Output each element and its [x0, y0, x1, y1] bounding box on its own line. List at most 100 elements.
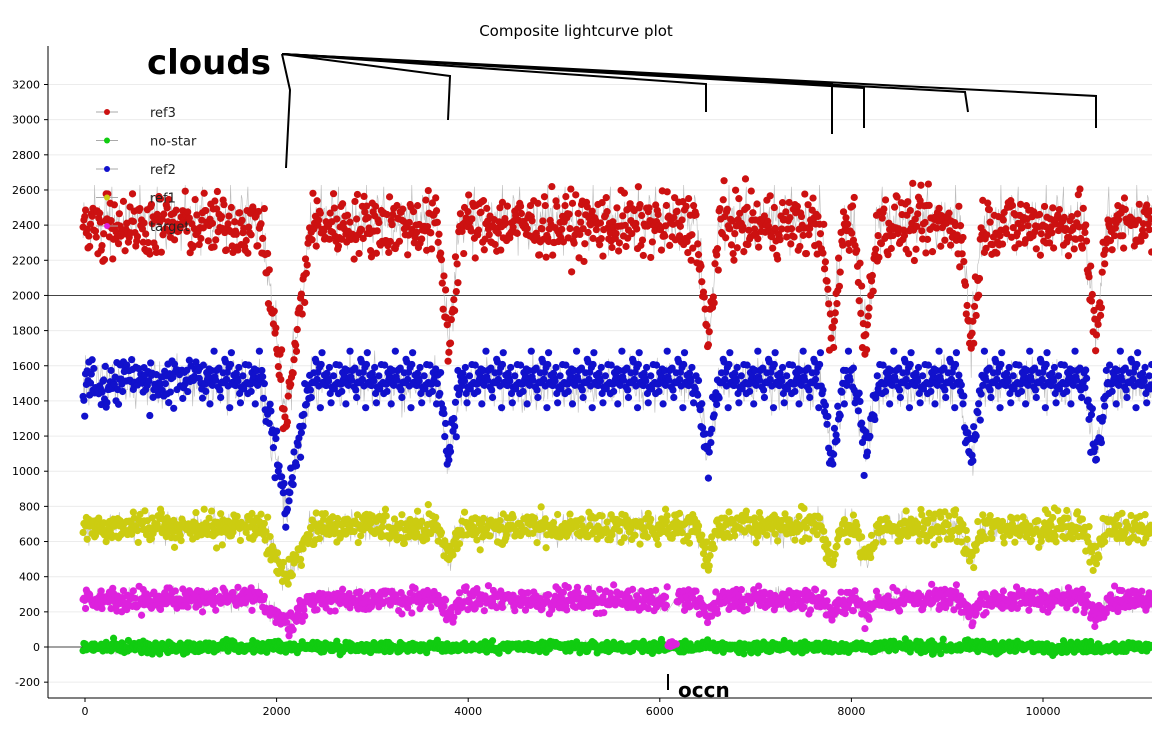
data-point	[769, 404, 778, 412]
data-point	[1072, 606, 1080, 614]
data-point	[398, 511, 406, 519]
data-point	[542, 544, 550, 552]
data-point	[398, 393, 406, 402]
data-point	[297, 561, 306, 570]
data-point	[631, 531, 639, 539]
data-point	[371, 363, 379, 372]
data-point	[706, 552, 714, 560]
data-point	[247, 387, 255, 396]
data-point	[530, 514, 539, 522]
data-point	[554, 510, 562, 519]
data-point	[941, 386, 949, 394]
data-point	[299, 422, 307, 430]
data-point	[288, 474, 296, 482]
data-point	[851, 587, 859, 595]
data-point	[266, 400, 274, 408]
data-point	[577, 515, 586, 523]
data-point	[928, 580, 936, 588]
data-point	[170, 543, 179, 551]
data-point	[652, 586, 660, 594]
data-point	[184, 603, 192, 611]
data-point	[114, 400, 123, 408]
data-point	[452, 433, 460, 441]
data-point	[620, 534, 628, 542]
data-point	[618, 347, 626, 355]
data-point	[372, 399, 380, 407]
data-point	[166, 388, 175, 396]
data-point	[1059, 637, 1068, 645]
data-point	[685, 539, 694, 547]
data-point	[198, 608, 207, 616]
data-point	[795, 400, 803, 408]
data-point	[338, 387, 346, 396]
data-point	[463, 399, 471, 407]
data-point	[248, 606, 256, 614]
data-point	[703, 636, 712, 644]
data-point	[259, 373, 267, 381]
data-point	[161, 379, 170, 388]
data-point	[537, 503, 545, 511]
data-point	[1052, 538, 1060, 546]
data-point	[418, 399, 426, 407]
data-point	[694, 522, 703, 530]
data-point	[661, 593, 670, 601]
data-point	[342, 400, 350, 408]
chart-title: Composite lightcurve plot	[479, 22, 673, 40]
data-point	[382, 512, 390, 520]
data-point	[236, 399, 245, 407]
data-point	[192, 509, 200, 517]
data-point	[1011, 538, 1019, 546]
data-point	[488, 386, 496, 394]
data-point	[854, 407, 862, 415]
data-point	[331, 607, 339, 615]
data-point	[552, 363, 560, 372]
data-point	[446, 447, 455, 456]
data-point	[834, 402, 842, 410]
data-point	[119, 387, 127, 396]
data-point	[356, 588, 364, 596]
data-point	[441, 596, 450, 604]
data-point	[480, 607, 488, 615]
data-point	[942, 393, 950, 402]
data-point	[663, 512, 671, 520]
data-point	[544, 349, 553, 357]
data-point	[280, 479, 288, 488]
data-point	[791, 387, 799, 396]
data-point	[440, 602, 448, 610]
data-point	[307, 393, 315, 402]
data-point	[725, 508, 733, 516]
data-point	[871, 415, 879, 424]
data-point	[710, 411, 718, 419]
data-point	[896, 393, 904, 402]
data-point	[999, 587, 1007, 595]
data-point	[301, 612, 309, 620]
data-point	[325, 363, 334, 372]
data-point	[895, 607, 904, 615]
data-point	[1073, 508, 1082, 516]
data-point	[774, 537, 782, 545]
data-point	[177, 537, 185, 545]
data-point	[1148, 641, 1152, 650]
data-point	[988, 534, 996, 543]
data-point	[1095, 553, 1103, 562]
data-point	[478, 400, 486, 408]
data-point	[289, 481, 297, 489]
data-point	[511, 607, 519, 615]
data-point	[420, 372, 428, 380]
data-point	[746, 387, 754, 396]
data-point	[844, 347, 853, 355]
data-point	[600, 609, 608, 617]
data-point	[633, 404, 642, 412]
data-point	[427, 603, 435, 611]
data-point	[103, 398, 111, 407]
data-point	[905, 404, 914, 412]
data-point	[476, 546, 484, 554]
data-point	[284, 580, 292, 588]
data-point	[679, 404, 687, 412]
data-point	[258, 366, 266, 375]
data-point	[680, 360, 688, 369]
data-point	[799, 347, 807, 355]
data-point	[272, 435, 280, 443]
data-point	[816, 360, 824, 369]
